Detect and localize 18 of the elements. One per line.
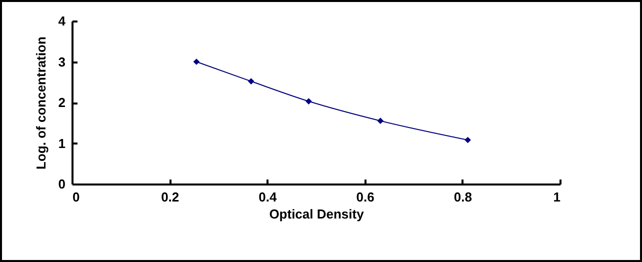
x-axis-title: Optical Density [269, 206, 365, 222]
y-tick-label: 4 [58, 14, 66, 28]
y-tick-label: 2 [58, 95, 66, 110]
y-axis-title: Log. of concentration [33, 36, 48, 170]
x-tick-label: 0.4 [258, 190, 278, 204]
y-tick-label: 1 [58, 136, 66, 151]
x-tick-label: 1 [553, 190, 560, 204]
y-tick-label: 0 [58, 176, 66, 192]
point [193, 58, 200, 65]
x-tick-label: 0.2 [161, 190, 180, 204]
point [306, 98, 312, 104]
x-tick-label: 0 [72, 190, 80, 204]
y-tick-label: 3 [58, 54, 66, 70]
point [248, 78, 254, 84]
point [377, 118, 384, 124]
x-tick-label: 0.8 [454, 190, 472, 204]
x-tick-label: 0.6 [356, 190, 374, 204]
point [464, 136, 471, 144]
